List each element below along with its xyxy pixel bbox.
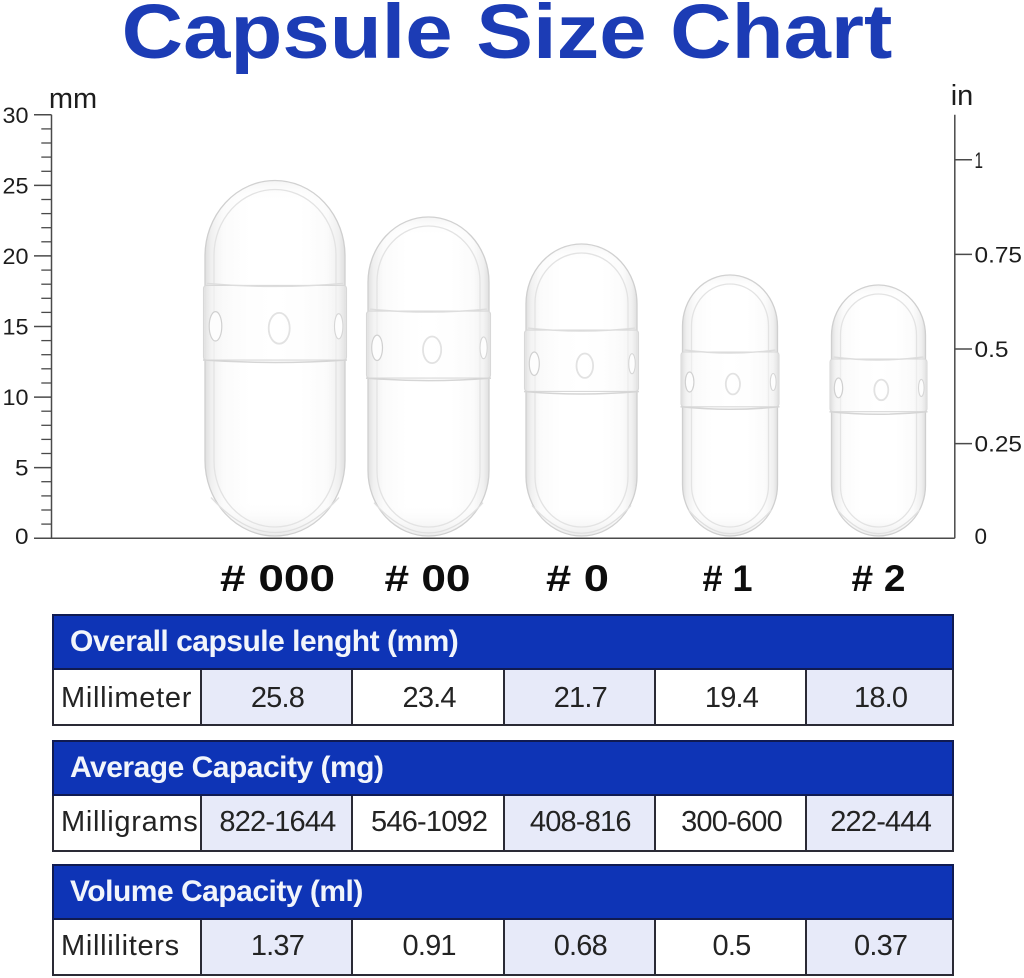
svg-text:10: 10 [3, 385, 29, 410]
svg-text:0.25: 0.25 [975, 432, 1023, 457]
svg-text:# 1: # 1 [703, 558, 753, 599]
svg-text:# 00: # 00 [385, 558, 471, 599]
svg-text:1: 1 [975, 148, 984, 173]
svg-text:0: 0 [975, 524, 988, 549]
svg-text:5: 5 [15, 456, 29, 481]
svg-text:30: 30 [3, 103, 29, 128]
svg-text:# 0: # 0 [546, 558, 609, 599]
svg-text:in: in [951, 80, 974, 112]
svg-text:0.75: 0.75 [975, 242, 1023, 267]
svg-text:0: 0 [15, 524, 29, 549]
svg-text:25: 25 [3, 173, 29, 198]
svg-text:20: 20 [3, 244, 29, 269]
svg-text:mm: mm [49, 83, 97, 115]
svg-text:0.5: 0.5 [975, 337, 1009, 362]
svg-text:15: 15 [3, 315, 29, 340]
svg-text:# 2: # 2 [852, 558, 906, 599]
svg-text:# 000: # 000 [220, 558, 335, 599]
